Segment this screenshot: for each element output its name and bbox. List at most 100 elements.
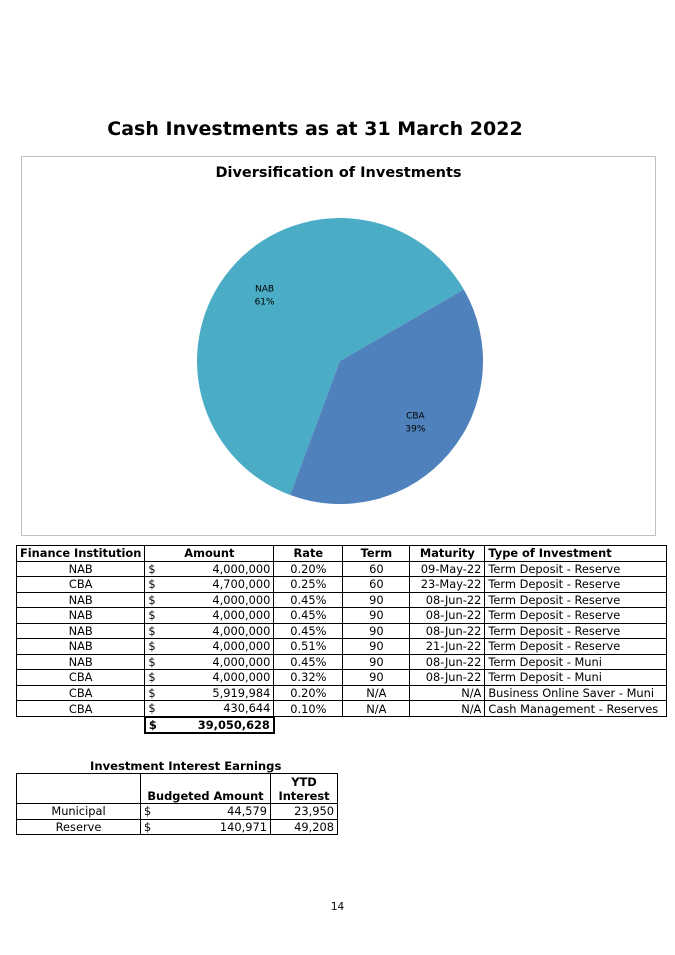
rate-cell: 0.45% [273,591,344,608]
earnings-row: Reserve $140,971 49,208 [16,818,338,835]
pie-pct-cba: 39% [405,425,425,435]
maturity-cell: 08-Jun-22 [409,591,486,608]
institution-cell: CBA [15,576,146,593]
maturity-cell: 21-Jun-22 [409,638,486,655]
rate-cell: 0.20% [273,560,344,577]
term-cell: N/A [342,684,411,701]
term-cell: 90 [342,653,411,670]
maturity-cell: N/A [409,684,486,701]
amount-cell: 5,919,984 [160,684,275,701]
earnings-row: Municipal $44,579 23,950 [16,803,338,820]
rate-cell: 0.20% [273,684,344,701]
type-cell: Term Deposit - Reserve [484,560,668,577]
institution-cell: CBA [15,684,146,701]
term-cell: 60 [342,576,411,593]
earnings-header-blank [16,773,141,804]
total-row: $ 39,050,628 [17,715,667,734]
type-cell: Business Online Saver - Muni [484,684,668,701]
amount-cell: 4,000,000 [160,669,275,686]
pie-slice-nab [196,217,464,496]
table-row: NAB $4,000,000 0.45% 90 08-Jun-22 Term Deposi… [15,591,668,608]
table-row: NAB $4,000,000 0.51% 90 21-Jun-22 Term Deposi… [15,638,668,655]
table-row: NAB $4,000,000 0.45% 90 08-Jun-22 Term Deposi… [15,653,668,670]
pie-slice-cba [290,289,483,504]
currency-cell: $ [144,591,161,608]
maturity-cell: 09-May-22 [409,560,486,577]
type-cell: Term Deposit - Muni [484,653,668,670]
table-header-row: Finance Institution Amount Rate Term Mat… [15,545,668,562]
currency-cell: $ [144,700,161,717]
type-cell: Term Deposit - Reserve [484,607,668,624]
term-cell: N/A [342,700,411,717]
amount-cell: 4,000,000 [160,622,275,639]
pie-label-nab: NAB [255,284,274,294]
amount-cell: 4,000,000 [160,607,275,624]
currency-cell: $ [144,669,161,686]
page-title: Cash Investments as at 31 March 2022 [107,118,523,140]
header-type: Type of Investment [484,545,668,562]
earnings-header-row: Budgeted Amount YTD Interest [16,773,338,804]
term-cell: 90 [342,591,411,608]
earnings-name-cell: Municipal [16,803,141,820]
table-row: CBA $430,644 0.10% N/A N/A Cash Management - … [15,700,668,717]
amount-cell: 4,000,000 [160,653,275,670]
amount-cell: 4,000,000 [160,638,275,655]
table-row: CBA $4,000,000 0.32% 90 08-Jun-22 Term Deposi… [15,669,668,686]
institution-cell: CBA [15,669,146,686]
earnings-name-cell: Reserve [16,818,141,835]
budget-cell: 44,579 [156,803,271,820]
term-cell: 90 [342,638,411,655]
currency-cell: $ [140,803,157,820]
table-row: CBA $5,919,984 0.20% N/A N/A Business Online … [15,684,668,701]
pie-label-cba: CBA [406,412,425,422]
pie-chart-canvas: NAB 61% CBA 39% [196,217,483,504]
currency-cell: $ [144,622,161,639]
type-cell: Term Deposit - Muni [484,669,668,686]
institution-cell: NAB [15,607,146,624]
table-row: CBA $4,700,000 0.25% 60 23-May-22 Term Deposi… [15,576,668,593]
term-cell: 90 [342,622,411,639]
currency-cell: $ [144,653,161,670]
table-row: NAB $4,000,000 0.20% 60 09-May-22 Term Deposi… [15,560,668,577]
term-cell: 90 [342,669,411,686]
table-row: NAB $4,000,000 0.45% 90 08-Jun-22 Term Deposi… [15,622,668,639]
amount-cell: 4,000,000 [160,591,275,608]
amount-cell: 430,644 [160,700,275,717]
header-ytd-interest: YTD Interest [270,773,338,804]
institution-cell: NAB [15,638,146,655]
currency-cell: $ [144,560,161,577]
rate-cell: 0.51% [273,638,344,655]
maturity-cell: 23-May-22 [409,576,486,593]
header-term: Term [342,545,411,562]
header-ytd-line2: Interest [278,789,330,803]
maturity-cell: 08-Jun-22 [409,622,486,639]
amount-cell: 4,000,000 [160,560,275,577]
header-amount: Amount [144,545,275,562]
term-cell: 60 [342,560,411,577]
total-amount: 39,050,628 [160,715,275,734]
type-cell: Cash Management - Reserves [484,700,668,717]
maturity-cell: 08-Jun-22 [409,607,486,624]
header-rate: Rate [273,545,344,562]
rate-cell: 0.25% [273,576,344,593]
ytd-cell: 49,208 [270,818,338,835]
type-cell: Term Deposit - Reserve [484,638,668,655]
budget-cell: 140,971 [156,818,271,835]
rate-cell: 0.45% [273,622,344,639]
maturity-cell: 08-Jun-22 [409,653,486,670]
currency-cell: $ [140,818,157,835]
term-cell: 90 [342,607,411,624]
total-currency: $ [143,715,161,734]
pie-pct-nab: 61% [255,297,275,307]
rate-cell: 0.45% [273,607,344,624]
header-budgeted-amount: Budgeted Amount [140,773,271,804]
earnings-table: Budgeted Amount YTD Interest Municipal $4… [16,773,338,835]
currency-cell: $ [144,607,161,624]
investments-table: Finance Institution Amount Rate Term Mat… [15,545,668,734]
page-number: 14 [330,901,345,913]
type-cell: Term Deposit - Reserve [484,591,668,608]
currency-cell: $ [144,638,161,655]
header-institution: Finance Institution [15,545,146,562]
currency-cell: $ [144,576,161,593]
institution-cell: NAB [15,560,146,577]
